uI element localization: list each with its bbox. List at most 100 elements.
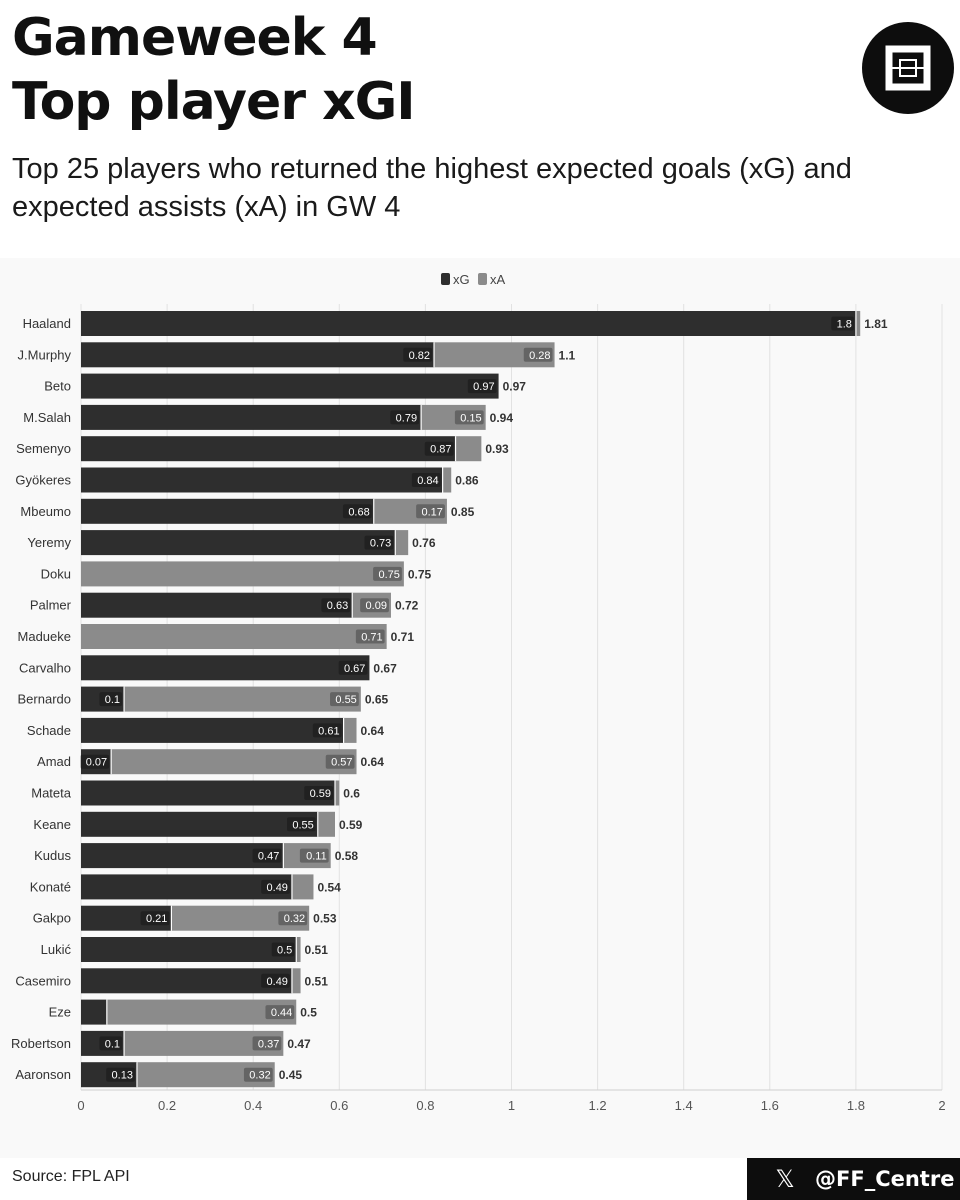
total-label: 0.6 (343, 787, 360, 801)
data-label-xg-bg (342, 504, 372, 519)
y-tick-label: Kudus (34, 848, 71, 863)
y-tick-label: Casemiro (15, 973, 71, 988)
page-subtitle: Top 25 players who returned the highest … (12, 153, 852, 223)
bar-xg (81, 999, 107, 1025)
data-label-xg: 0.13 (112, 1070, 133, 1082)
data-label-xa: 0.32 (284, 913, 305, 925)
total-label: 0.93 (485, 442, 509, 456)
data-label-xa-bg (252, 1036, 282, 1051)
data-label-xg-bg (831, 316, 854, 331)
bar-xg (81, 1030, 125, 1056)
data-label-xg-bg (321, 598, 351, 613)
bar-xg (81, 843, 284, 869)
data-label-xg-bg (403, 347, 433, 362)
y-tick-label: Palmer (30, 598, 72, 613)
data-label-xa-bg (454, 410, 484, 425)
data-label-xg-bg (312, 723, 342, 738)
bar-xa (283, 843, 331, 869)
y-tick-label: Yeremy (27, 535, 71, 550)
data-label-xg: 0.84 (417, 475, 438, 487)
bar-xa (111, 749, 357, 775)
total-label: 1.1 (559, 348, 576, 362)
y-tick-label: Bernardo (18, 692, 71, 707)
data-label-xa-bg (523, 347, 553, 362)
bar-xg (81, 937, 297, 962)
bar-xg (81, 404, 422, 430)
social-handle-badge[interactable]: 𝕏 @FF_Centre (747, 1158, 960, 1200)
data-label-xg: 1.8 (837, 319, 852, 331)
data-label-xa-bg (373, 566, 402, 581)
data-label-xg-bg (424, 441, 454, 456)
data-label-xg: 0.1 (105, 1038, 120, 1050)
total-label: 0.51 (305, 974, 329, 988)
total-label: 0.53 (313, 912, 337, 926)
total-label: 0.47 (287, 1037, 311, 1051)
bar-xa (352, 592, 391, 618)
bar-xa (455, 436, 482, 462)
data-label-xg: 0.59 (310, 788, 331, 800)
x-tick-label: 1 (508, 1098, 515, 1113)
total-label: 0.67 (373, 661, 397, 675)
data-label-xa: 0.11 (306, 851, 327, 863)
x-tick-label: 0 (77, 1098, 84, 1113)
bar-xg (81, 749, 112, 775)
bar-xa (373, 498, 447, 524)
data-label-xg: 0.1 (105, 694, 120, 706)
title-line-2: Top player xGI (12, 72, 416, 132)
bar-xa (317, 811, 335, 837)
total-label: 0.51 (305, 943, 329, 957)
data-label-xg-bg (99, 1036, 123, 1051)
data-label-xa: 0.15 (460, 412, 481, 424)
data-label-xa-bg (360, 598, 389, 613)
data-label-xa-bg (265, 1005, 295, 1020)
bar-xg (81, 874, 292, 900)
bar-xg (81, 592, 353, 618)
bar-xa (136, 1062, 275, 1088)
data-label-xg: 0.5 (277, 945, 292, 957)
bar-xg (81, 436, 456, 462)
data-label-xa: 0.71 (361, 632, 382, 644)
data-label-xg-bg (467, 379, 497, 394)
bar-xg (81, 686, 125, 712)
total-label: 0.97 (503, 380, 527, 394)
x-icon: 𝕏 (775, 1165, 795, 1193)
data-label-xa: 0.75 (378, 569, 399, 581)
bar-xa (334, 780, 340, 806)
bar-xg (81, 717, 344, 743)
data-label-xg-bg (261, 973, 290, 988)
total-label: 0.64 (361, 755, 385, 769)
bar-xg (81, 905, 172, 931)
y-tick-label: Beto (44, 379, 71, 394)
y-tick-label: Mateta (31, 786, 72, 801)
data-label-xg: 0.63 (327, 600, 348, 612)
data-label-xa: 0.44 (271, 1007, 292, 1019)
data-label-xa: 0.28 (529, 350, 550, 362)
total-label: 0.85 (451, 505, 475, 519)
data-label-xg: 0.07 (86, 757, 107, 769)
total-label: 0.72 (395, 599, 419, 613)
data-label-xg-bg (252, 848, 282, 863)
bar-xg (81, 373, 499, 399)
data-label-xg: 0.97 (473, 381, 494, 393)
bar-xa (291, 968, 301, 994)
data-label-xg: 0.67 (344, 663, 365, 675)
data-label-xg: 0.55 (292, 819, 313, 831)
legend-swatch-xa (478, 273, 487, 285)
data-label-xa: 0.17 (422, 506, 443, 518)
data-label-xg-bg (261, 879, 290, 894)
bar-xa (855, 311, 861, 336)
data-label-xg: 0.79 (396, 412, 417, 424)
page-title: Gameweek 4 Top player xGI (12, 6, 416, 134)
y-tick-label: Robertson (11, 1036, 71, 1051)
data-label-xa-bg (325, 754, 355, 769)
bar-xa (106, 999, 297, 1025)
bar-xa (343, 717, 357, 743)
data-label-xa-bg (243, 1067, 273, 1082)
bar-xg (81, 968, 292, 994)
x-tick-label: 0.6 (330, 1098, 348, 1113)
legend-label-xa: xA (490, 272, 506, 287)
title-line-1: Gameweek 4 (12, 8, 378, 68)
y-tick-label: Keane (33, 817, 71, 832)
bar-xg (81, 811, 318, 837)
x-tick-label: 1.6 (761, 1098, 779, 1113)
